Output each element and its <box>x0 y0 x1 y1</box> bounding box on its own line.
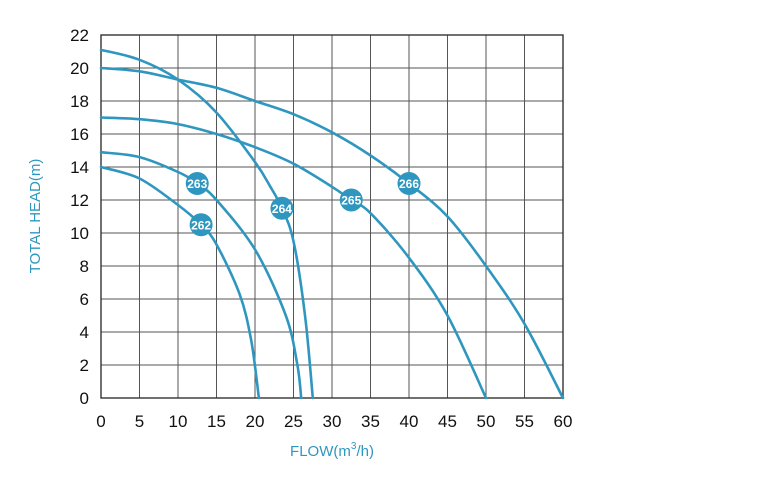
x-tick-label: 55 <box>515 412 534 431</box>
curve-label-265: 265 <box>341 194 361 208</box>
curve-265 <box>99 116 488 400</box>
curve-label-badge-263 <box>185 172 209 195</box>
y-tick-label: 12 <box>70 191 89 210</box>
curve-labels: 262 263 264 265 266 <box>185 172 421 237</box>
y-tick-label: 16 <box>70 125 89 144</box>
y-axis-title: TOTAL HEAD(m) <box>27 159 44 274</box>
x-tick-label: 10 <box>169 412 188 431</box>
x-tick-label: 40 <box>400 412 419 431</box>
x-tick-label: 60 <box>554 412 573 431</box>
curve-label-badge-266 <box>397 172 421 195</box>
x-tick-label: 50 <box>477 412 496 431</box>
y-tick-label: 10 <box>70 224 89 243</box>
x-tick-label: 15 <box>207 412 226 431</box>
x-tick-label: 25 <box>284 412 303 431</box>
x-axis-title: FLOW(m3/h) <box>290 441 374 460</box>
y-tick-label: 20 <box>70 59 89 78</box>
curve-266 <box>99 66 565 400</box>
curve-label-badge-262 <box>189 213 213 237</box>
y-tick-label: 6 <box>80 290 89 309</box>
y-tick-labels: 0 2 4 6 8 10 12 14 16 18 20 22 <box>70 26 89 408</box>
y-tick-label: 18 <box>70 92 89 111</box>
x-tick-label: 0 <box>96 412 105 431</box>
curve-label-266: 266 <box>399 177 419 191</box>
y-tick-label: 8 <box>80 257 89 276</box>
y-tick-label: 4 <box>80 323 89 342</box>
curve-label-badge-264 <box>270 196 294 220</box>
y-tick-label: 14 <box>70 158 89 177</box>
curve-label-badge-265 <box>339 188 363 212</box>
x-tick-label: 20 <box>246 412 265 431</box>
curve-262 <box>99 165 261 400</box>
grid <box>100 34 564 399</box>
x-tick-labels: 0 5 10 15 20 25 30 35 40 45 50 55 60 <box>96 412 572 431</box>
curve-263 <box>99 150 303 400</box>
x-tick-label: 5 <box>135 412 144 431</box>
y-tick-label: 22 <box>70 26 89 45</box>
plot-frame <box>100 34 564 399</box>
curve-label-263: 263 <box>187 177 207 191</box>
y-tick-label: 2 <box>80 356 89 375</box>
x-tick-label: 35 <box>361 412 380 431</box>
curve-label-262: 262 <box>191 218 211 232</box>
x-tick-label: 45 <box>438 412 457 431</box>
y-tick-label: 0 <box>80 389 89 408</box>
curve-label-264: 264 <box>272 202 292 216</box>
x-tick-label: 30 <box>323 412 342 431</box>
curve-264 <box>99 48 315 400</box>
